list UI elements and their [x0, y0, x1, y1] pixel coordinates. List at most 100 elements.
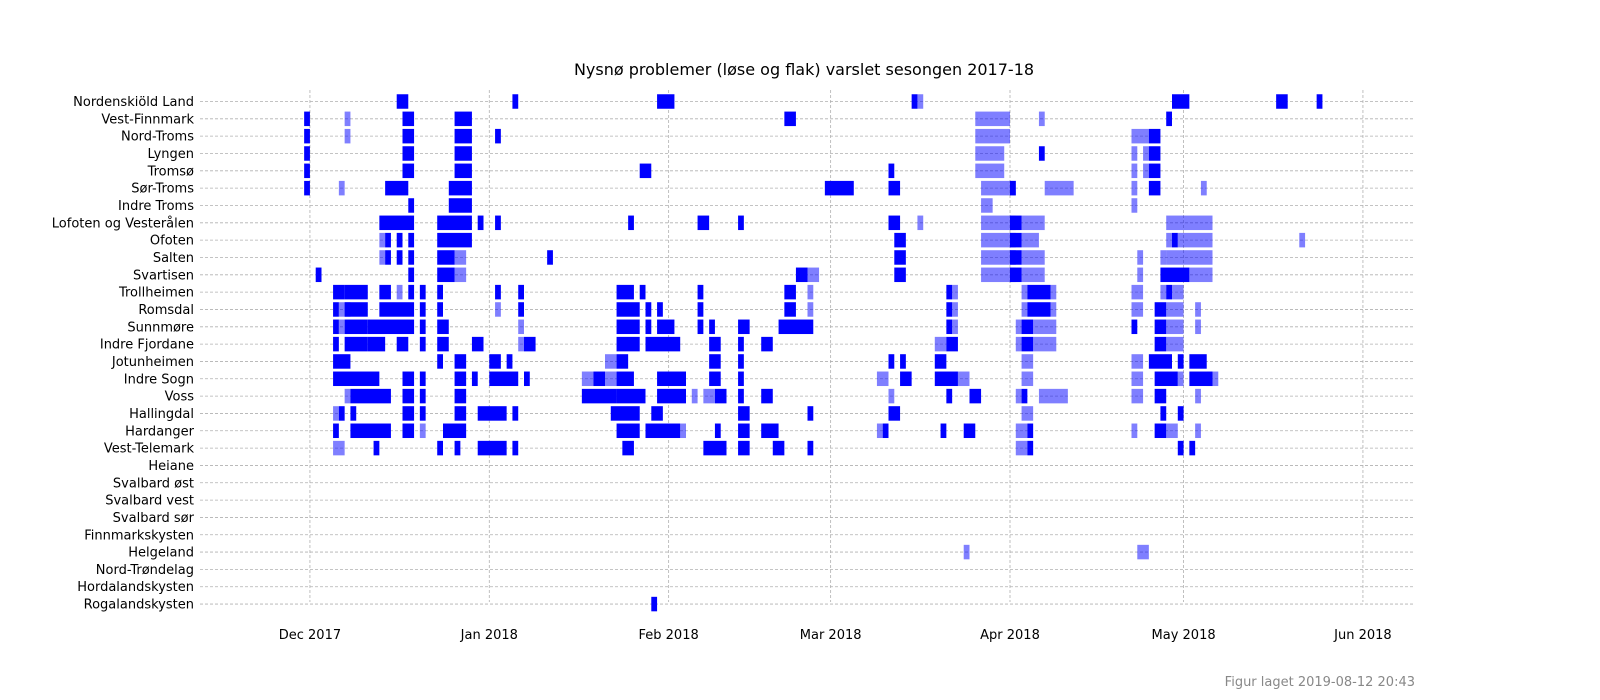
warning-bar — [315, 267, 322, 283]
figure-footer: Figur laget 2019-08-12 20:43 — [1225, 675, 1415, 690]
warning-bar — [1027, 440, 1034, 456]
x-axis-labels: Dec 2017 Jan 2018 Feb 2018 Mar 2018 Apr 2018… — [279, 628, 1392, 643]
warning-bar — [1021, 406, 1034, 421]
warning-bar — [952, 284, 958, 300]
warning-bar — [1131, 180, 1138, 196]
warning-bar — [333, 423, 339, 439]
warning-bar — [1015, 388, 1022, 404]
warning-bar — [981, 215, 1016, 231]
warning-bar — [1038, 146, 1045, 161]
warning-bar — [807, 284, 814, 300]
warning-bar — [454, 128, 472, 144]
y-tick-label: Indre Troms — [118, 199, 194, 214]
warning-bar — [333, 406, 339, 421]
warning-bar — [709, 354, 721, 369]
warning-bar — [454, 111, 472, 127]
warning-bar — [437, 336, 449, 352]
warning-bar — [373, 440, 380, 456]
warning-bar — [518, 284, 524, 300]
warning-bar — [697, 215, 710, 231]
warning-bar — [894, 267, 906, 283]
warning-bar — [344, 302, 368, 317]
warning-bar — [772, 440, 785, 456]
warning-bar — [1148, 163, 1161, 179]
warning-bar — [946, 284, 953, 300]
warning-bar — [824, 180, 854, 196]
warning-bar — [1131, 284, 1144, 300]
warning-bar — [784, 302, 796, 317]
warning-bar — [738, 354, 744, 369]
warning-bar — [402, 406, 415, 421]
warning-bar — [1021, 354, 1034, 369]
warning-bar — [1195, 388, 1201, 404]
warning-bar — [738, 371, 744, 387]
warning-bar — [1033, 319, 1057, 335]
warning-bar — [1010, 232, 1022, 248]
warning-bar — [616, 388, 646, 404]
warning-bar — [616, 423, 640, 439]
y-tick-label: Sunnmøre — [127, 320, 194, 335]
warning-bar — [1299, 232, 1306, 248]
warning-bar — [477, 440, 507, 456]
warning-bar — [419, 371, 426, 387]
warning-bar — [1160, 250, 1167, 265]
warning-bar — [379, 232, 386, 248]
warning-bar — [437, 267, 455, 283]
warning-bar — [975, 128, 1010, 144]
warning-bar — [738, 440, 750, 456]
warning-bar — [795, 267, 808, 283]
warning-bar — [981, 250, 1016, 265]
warning-bar — [1154, 388, 1167, 404]
warning-bar — [443, 423, 467, 439]
warning-bar — [1195, 302, 1201, 317]
warning-bar — [402, 163, 415, 179]
warning-bar — [639, 284, 646, 300]
warning-bar — [946, 319, 953, 335]
warning-bar — [338, 319, 345, 335]
warning-bar — [645, 423, 681, 439]
warning-bar — [1050, 284, 1057, 300]
warning-bar — [761, 388, 773, 404]
warning-bar — [738, 319, 750, 335]
warning-bar — [1131, 354, 1144, 369]
warning-bar — [512, 94, 519, 109]
warning-bar — [1010, 267, 1022, 283]
warning-bar — [657, 302, 663, 317]
warning-bar — [616, 302, 640, 317]
warning-bar — [697, 302, 704, 317]
warning-bar — [738, 406, 750, 421]
warning-bar — [1015, 423, 1028, 439]
warning-bar — [379, 215, 415, 231]
warning-bar — [1021, 302, 1028, 317]
warning-bar — [512, 406, 519, 421]
warning-bar — [419, 423, 426, 439]
warning-bar — [419, 388, 426, 404]
warning-bar — [738, 388, 744, 404]
y-tick-label: Nord-Troms — [121, 130, 194, 145]
warning-bar — [894, 232, 906, 248]
warning-bar — [697, 284, 704, 300]
warning-bar — [1189, 440, 1196, 456]
warning-bar — [338, 180, 345, 196]
warning-bar — [437, 354, 443, 369]
warning-bar — [807, 440, 814, 456]
warning-bar — [1010, 250, 1022, 265]
warning-bar — [1189, 267, 1213, 283]
warning-bar — [524, 336, 536, 352]
warning-bar — [1195, 423, 1201, 439]
warning-bar — [934, 371, 958, 387]
warning-bar — [1021, 319, 1034, 335]
warning-bar — [1276, 94, 1288, 109]
warning-bar — [680, 423, 686, 439]
warning-bar — [471, 336, 484, 352]
warning-bar — [1172, 94, 1190, 109]
warning-bar — [1160, 267, 1190, 283]
warning-bar — [946, 336, 958, 352]
warning-bar — [1131, 128, 1149, 144]
warning-bar — [350, 406, 357, 421]
warning-bar — [344, 388, 351, 404]
warning-bar — [876, 371, 889, 387]
warning-bar — [616, 319, 640, 335]
warning-bar — [952, 319, 958, 335]
x-tick-label: Feb 2018 — [639, 628, 699, 643]
